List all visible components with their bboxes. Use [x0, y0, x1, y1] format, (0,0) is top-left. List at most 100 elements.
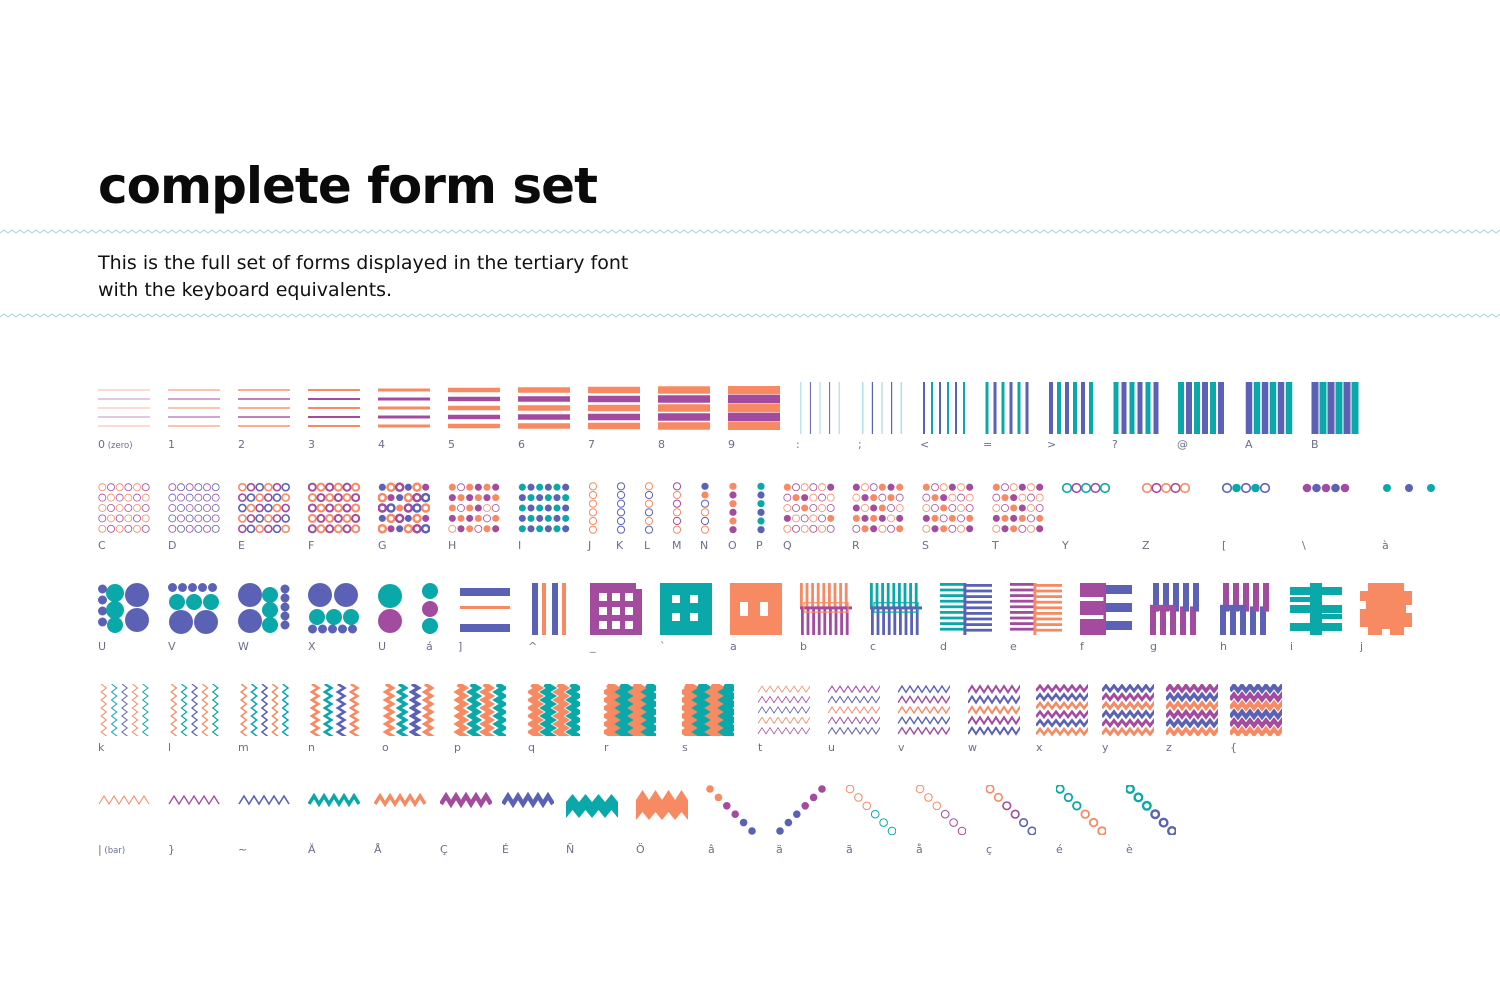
key-note: (zero)	[105, 441, 133, 451]
key-char: Z	[1142, 539, 1150, 552]
form-glyph	[374, 792, 426, 808]
key-char: 9	[728, 438, 735, 451]
key-char: g	[1150, 640, 1157, 653]
key-char: 6	[518, 438, 525, 451]
form-glyph	[448, 387, 500, 429]
form-glyph	[783, 483, 835, 533]
key-char: ã	[846, 843, 853, 856]
key-char: z	[1166, 741, 1172, 754]
key-char: å	[916, 843, 923, 856]
key-char: f	[1080, 640, 1084, 653]
key-caption: O	[728, 539, 737, 552]
key-caption: u	[828, 741, 835, 754]
form-glyph	[1010, 583, 1062, 635]
key-caption: X	[308, 640, 316, 653]
key-caption: 1	[168, 438, 175, 451]
form-glyph	[757, 482, 765, 534]
form-glyph	[1080, 583, 1132, 635]
form-glyph	[852, 483, 904, 533]
form-glyph	[238, 794, 290, 806]
key-caption: f	[1080, 640, 1084, 653]
form-glyph	[378, 584, 402, 633]
key-char: \	[1302, 539, 1306, 552]
key-char: ;	[858, 438, 862, 451]
form-glyph	[660, 583, 712, 635]
key-char: X	[308, 640, 316, 653]
key-caption: :	[796, 438, 800, 451]
wave-divider-bottom	[0, 313, 1500, 318]
form-glyph	[800, 382, 840, 434]
form-glyph	[308, 583, 359, 634]
key-char: U	[378, 640, 387, 653]
key-caption: L	[644, 539, 650, 552]
key-char: ]	[458, 640, 463, 653]
form-glyph	[588, 386, 640, 430]
key-char: B	[1311, 438, 1319, 451]
key-caption: d	[940, 640, 947, 653]
key-caption: M	[672, 539, 682, 552]
form-glyph	[729, 482, 737, 534]
key-caption: W	[238, 640, 249, 653]
key-char: T	[992, 539, 999, 552]
key-caption: =	[983, 438, 992, 451]
key-caption: 8	[658, 438, 665, 451]
key-caption: F	[308, 539, 314, 552]
form-glyph	[308, 482, 360, 534]
form-glyph	[992, 483, 1044, 533]
key-char: {	[1230, 741, 1237, 754]
form-glyph	[985, 382, 1029, 434]
key-char: s	[682, 741, 688, 754]
key-char: J	[588, 539, 592, 552]
key-char: y	[1102, 741, 1109, 754]
key-caption: m	[238, 741, 249, 754]
form-glyph	[940, 583, 992, 635]
form-glyph	[1150, 583, 1199, 635]
form-glyph	[168, 583, 219, 634]
form-glyph	[636, 790, 688, 820]
key-caption: w	[968, 741, 977, 754]
key-caption: 3	[308, 438, 315, 451]
key-caption: I	[518, 539, 521, 552]
key-char: m	[238, 741, 249, 754]
form-glyph	[758, 685, 810, 735]
key-caption: ~	[238, 843, 247, 856]
key-caption: _	[590, 640, 596, 653]
key-caption: é	[1056, 843, 1063, 856]
key-caption: 0 (zero)	[98, 438, 133, 451]
form-glyph	[916, 785, 966, 835]
form-glyph	[1102, 684, 1154, 736]
form-glyph	[846, 785, 896, 835]
form-glyph	[100, 684, 149, 736]
form-glyph	[378, 388, 430, 428]
key-char: K	[616, 539, 624, 552]
key-caption: \	[1302, 539, 1306, 552]
key-char: Q	[783, 539, 792, 552]
form-glyph	[238, 583, 290, 633]
key-caption: l	[168, 741, 171, 754]
key-char: Ñ	[566, 843, 575, 856]
key-caption: {	[1230, 741, 1237, 754]
key-caption: è	[1126, 843, 1133, 856]
key-caption: c	[870, 640, 876, 653]
key-char: x	[1036, 741, 1043, 754]
form-glyph	[1302, 483, 1350, 493]
form-glyph	[566, 794, 618, 818]
key-note: (bar)	[101, 846, 126, 856]
key-char: n	[308, 741, 315, 754]
key-char: Ä	[308, 843, 316, 856]
key-char: ~	[238, 843, 248, 856]
key-char: S	[922, 539, 929, 552]
key-caption: | (bar)	[98, 843, 125, 856]
wave-divider-top	[0, 229, 1500, 234]
key-caption: x	[1036, 741, 1043, 754]
key-char: c	[870, 640, 877, 653]
form-glyph	[309, 684, 360, 736]
key-caption: B	[1311, 438, 1319, 451]
form-glyph	[518, 483, 570, 533]
key-char: ç	[986, 843, 993, 856]
key-caption: Z	[1142, 539, 1150, 552]
form-glyph	[1049, 382, 1093, 434]
form-glyph	[170, 684, 219, 736]
form-glyph	[728, 386, 780, 430]
key-caption: t	[758, 741, 762, 754]
